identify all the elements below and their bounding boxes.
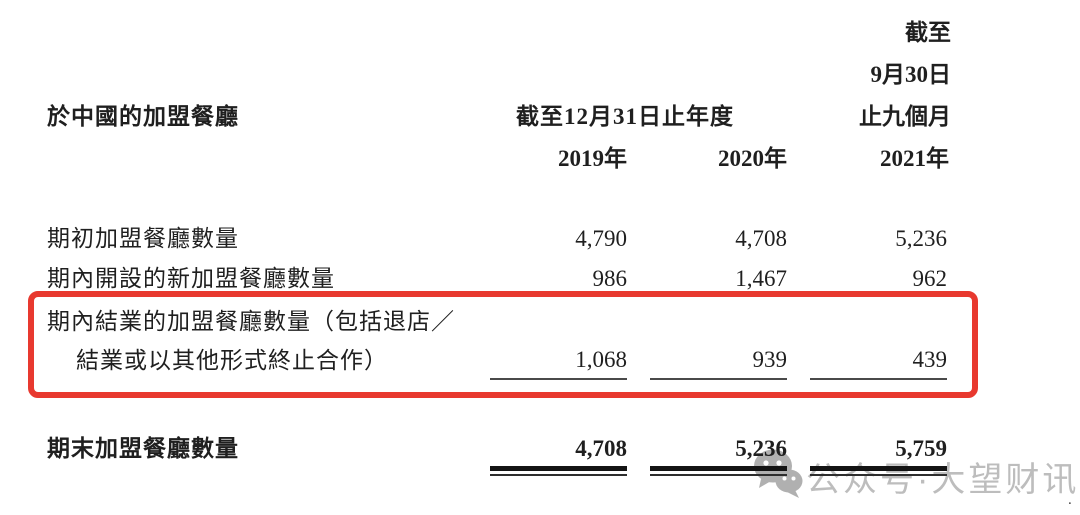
year-header-2020: 2020年 xyxy=(718,146,787,171)
row-label-opening: 期初加盟餐廳數量 xyxy=(47,226,239,251)
year-header-2021: 2021年 xyxy=(880,146,949,171)
total-double-rule-2019 xyxy=(490,466,627,476)
cell-opening-2020: 4,708 xyxy=(735,226,787,251)
annual-period-header: 截至12月31日止年度 xyxy=(516,104,734,129)
cell-new-2019: 986 xyxy=(592,266,628,291)
total-double-rule-2021 xyxy=(810,466,947,476)
highlight-box xyxy=(28,291,978,398)
interim-period-header-line2: 9月30日 xyxy=(870,62,952,87)
row-label-closed-line2: 結業或以其他形式終止合作） xyxy=(76,348,388,373)
cell-opening-2019: 4,790 xyxy=(575,226,627,251)
cell-closing-2019: 4,708 xyxy=(575,436,627,461)
cell-closed-2020: 939 xyxy=(752,347,788,372)
cell-closed-2019: 1,068 xyxy=(575,347,627,372)
interim-period-header-line3: 止九個月 xyxy=(859,104,951,129)
subtotal-rule-2019 xyxy=(490,378,627,380)
total-double-rule-2020 xyxy=(650,466,787,476)
cell-new-2020: 1,467 xyxy=(735,266,787,291)
cell-closing-2021: 5,759 xyxy=(895,436,947,461)
cell-closing-2020: 5,236 xyxy=(735,436,787,461)
interim-period-header-line1: 截至 xyxy=(905,20,951,45)
row-label-new-opened: 期內開設的新加盟餐廳數量 xyxy=(47,266,335,291)
subtotal-rule-2021 xyxy=(810,378,947,380)
year-header-2019: 2019年 xyxy=(558,146,627,171)
cell-closed-2021: 439 xyxy=(912,347,948,372)
table-corner-header: 於中國的加盟餐廳 xyxy=(47,104,239,129)
cell-new-2021: 962 xyxy=(912,266,948,291)
row-label-closing: 期末加盟餐廳數量 xyxy=(47,436,239,461)
subtotal-rule-2020 xyxy=(650,378,787,380)
row-label-closed-line1: 期內結業的加盟餐廳數量（包括退店／ xyxy=(47,309,455,334)
cell-opening-2021: 5,236 xyxy=(895,226,947,251)
stray-period: . xyxy=(1068,492,1072,508)
